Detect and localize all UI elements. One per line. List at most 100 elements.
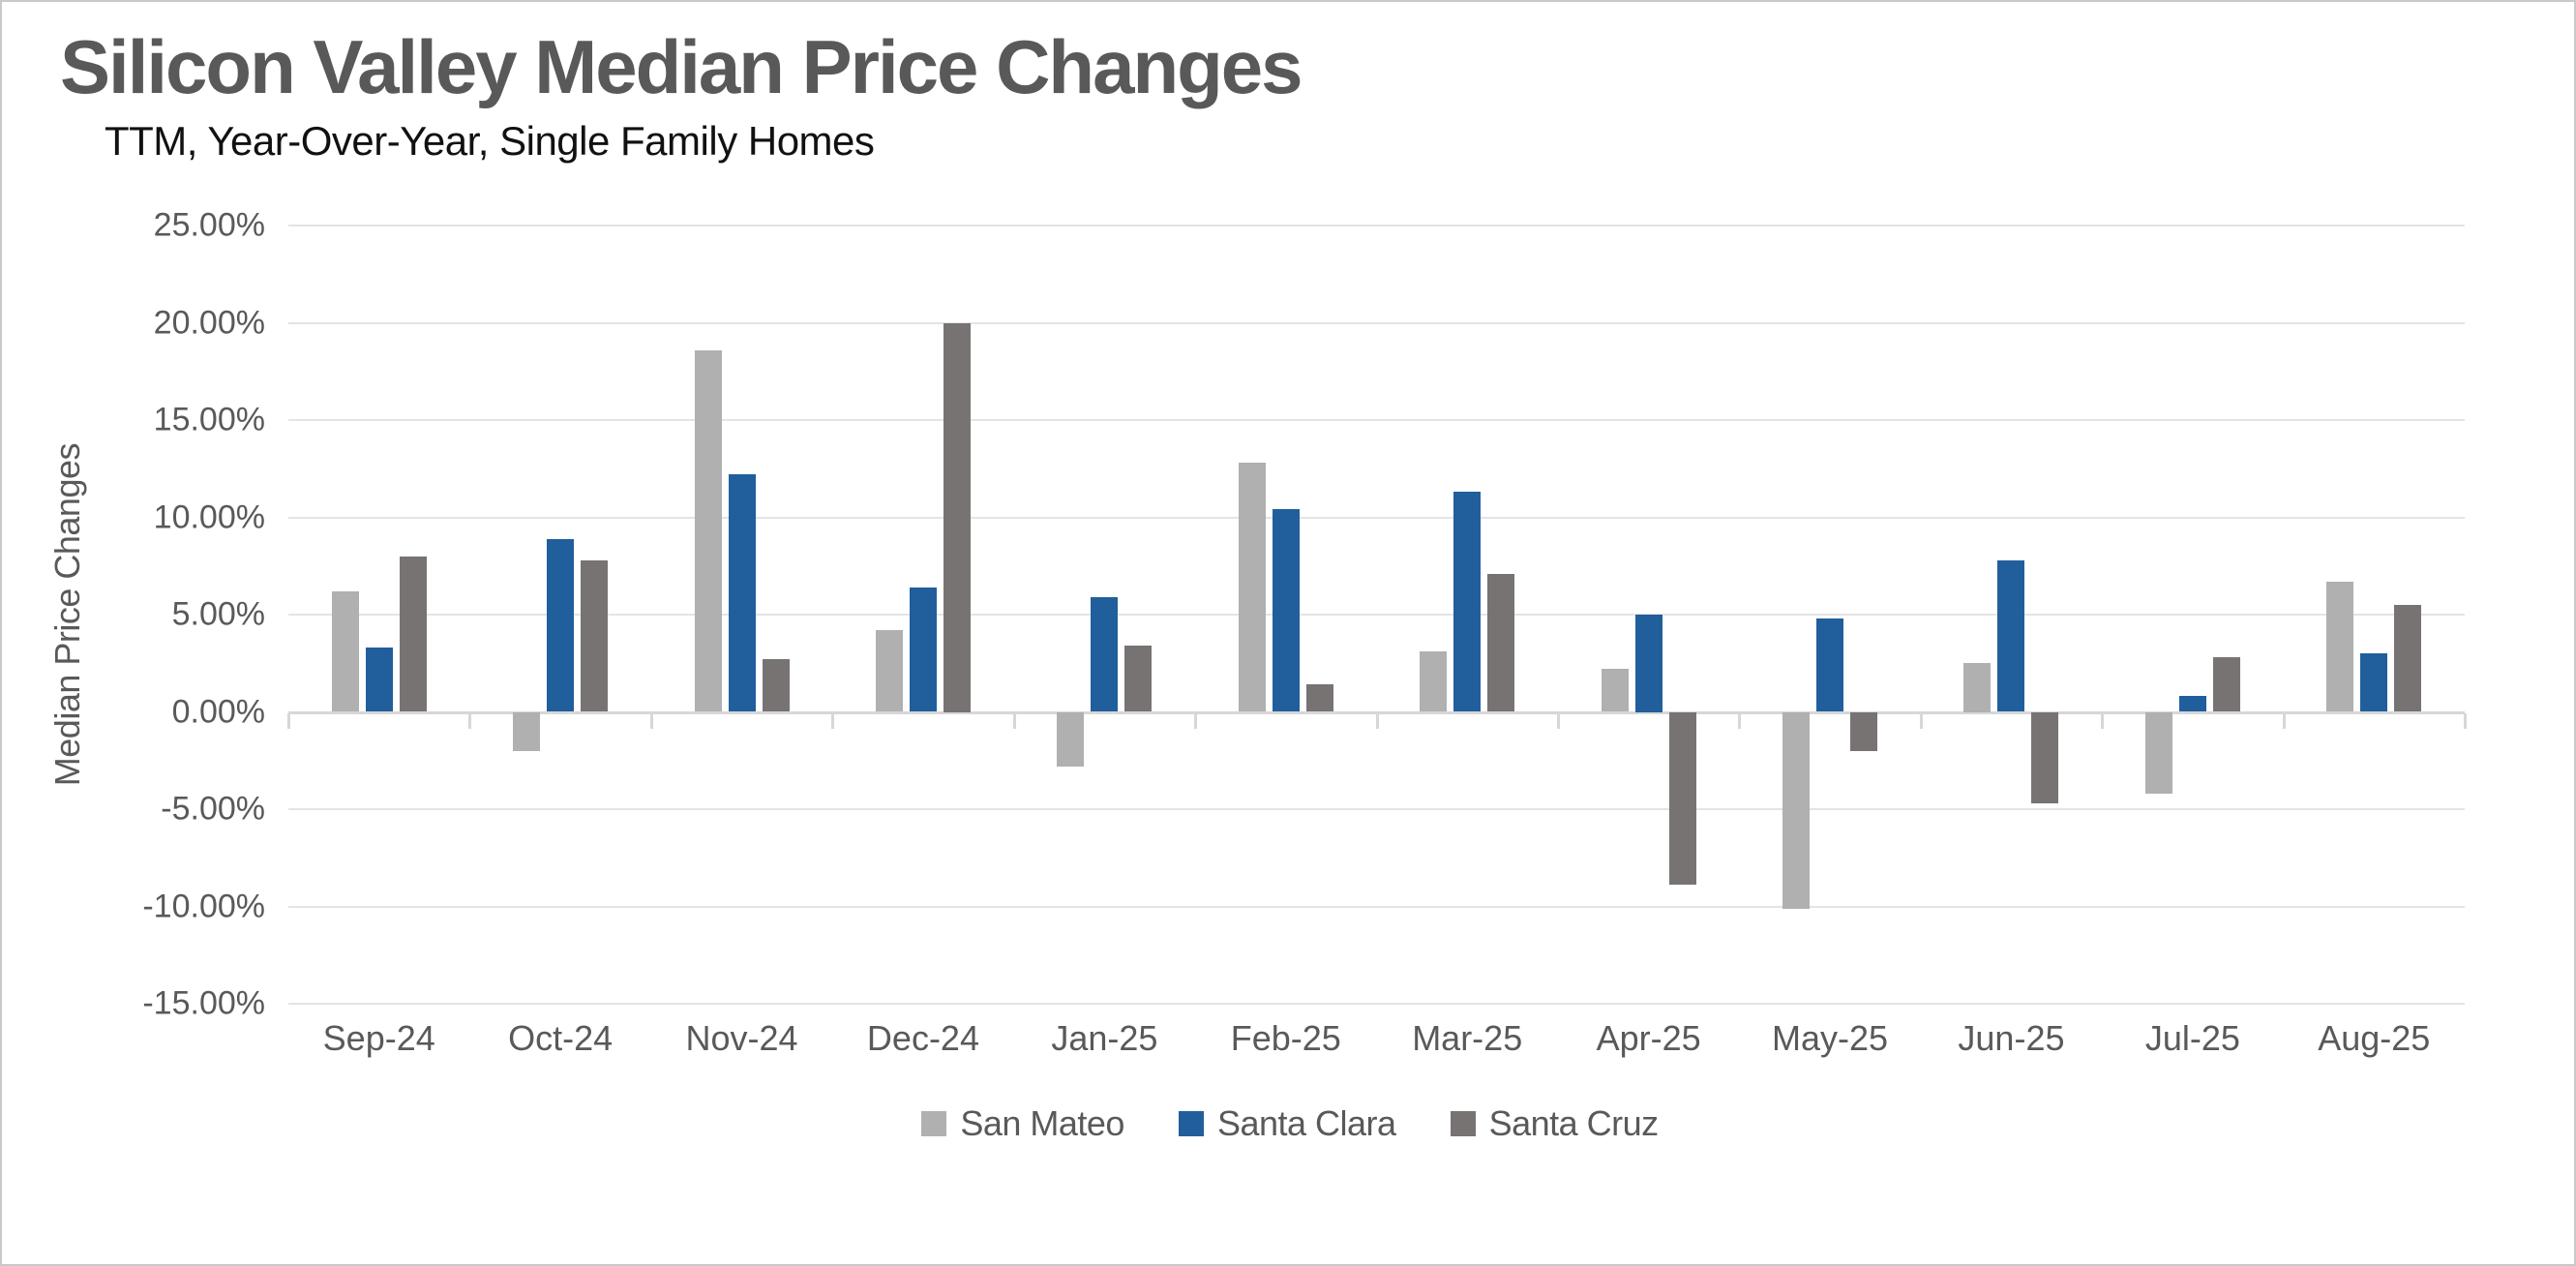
bar-san-mateo-dec-24 bbox=[875, 630, 903, 712]
axis-tick bbox=[2101, 712, 2105, 729]
x-tick-label: Sep-24 bbox=[322, 1018, 435, 1058]
category-group bbox=[1739, 226, 1920, 1004]
y-tick-label: 5.00% bbox=[171, 595, 265, 633]
y-tick-label: 15.00% bbox=[153, 401, 265, 438]
x-tick-label: Jun-25 bbox=[1958, 1018, 2065, 1058]
y-tick-label: 20.00% bbox=[153, 304, 265, 341]
bar-santa-cruz-apr-25 bbox=[1668, 711, 1696, 886]
legend-label: Santa Cruz bbox=[1488, 1103, 1660, 1143]
bar-san-mateo-jul-25 bbox=[2144, 711, 2172, 794]
gridline bbox=[288, 614, 2465, 616]
bar-san-mateo-nov-24 bbox=[694, 349, 722, 712]
gridline bbox=[288, 516, 2465, 519]
category-group bbox=[1558, 226, 1739, 1004]
bar-santa-cruz-oct-24 bbox=[581, 559, 609, 712]
y-tick-label: 25.00% bbox=[153, 206, 265, 244]
gridline bbox=[288, 905, 2465, 908]
category-group bbox=[1195, 226, 1376, 1004]
bar-san-mateo-feb-25 bbox=[1238, 463, 1266, 712]
legend-item-santa-cruz: Santa Cruz bbox=[1450, 1103, 1660, 1144]
bar-santa-cruz-mar-25 bbox=[1487, 573, 1515, 712]
bar-san-mateo-jun-25 bbox=[1963, 663, 1992, 712]
y-tick-label: 10.00% bbox=[153, 498, 265, 535]
x-tick-label: Jul-25 bbox=[2144, 1018, 2240, 1058]
legend-swatch-icon bbox=[1178, 1111, 1204, 1136]
axis-tick bbox=[1919, 712, 1923, 729]
bar-santa-clara-nov-24 bbox=[728, 474, 756, 712]
x-tick-label: Mar-25 bbox=[1412, 1018, 1523, 1058]
axis-tick bbox=[831, 712, 835, 729]
bar-santa-clara-dec-24 bbox=[909, 587, 937, 712]
category-group bbox=[1014, 226, 1195, 1004]
y-tick-label: 0.00% bbox=[171, 693, 265, 730]
bar-san-mateo-aug-25 bbox=[2326, 581, 2354, 712]
plot-area bbox=[287, 225, 2467, 1005]
axis-tick bbox=[1194, 712, 1198, 729]
x-tick-label: Dec-24 bbox=[866, 1018, 979, 1058]
y-tick-label: -10.00% bbox=[142, 888, 265, 924]
bar-santa-cruz-dec-24 bbox=[943, 322, 971, 712]
bar-santa-cruz-jun-25 bbox=[2031, 711, 2059, 803]
gridline bbox=[288, 419, 2465, 421]
category-group bbox=[2284, 226, 2465, 1004]
x-tick-label: Aug-25 bbox=[2318, 1018, 2431, 1058]
gridline bbox=[288, 321, 2465, 324]
x-tick-label: Oct-24 bbox=[508, 1018, 614, 1058]
bar-santa-clara-aug-25 bbox=[2360, 653, 2388, 712]
bar-san-mateo-apr-25 bbox=[1601, 669, 1629, 712]
y-tick-label: -5.00% bbox=[161, 790, 265, 828]
bar-santa-cruz-may-25 bbox=[1850, 711, 1878, 751]
chart-title: Silicon Valley Median Price Changes bbox=[60, 24, 1303, 109]
bar-santa-cruz-feb-25 bbox=[1305, 684, 1333, 712]
bar-santa-clara-sep-24 bbox=[365, 648, 393, 712]
category-group bbox=[1377, 226, 1558, 1004]
legend-label: San Mateo bbox=[960, 1103, 1124, 1143]
bar-santa-cruz-aug-25 bbox=[2394, 604, 2422, 712]
bar-santa-clara-oct-24 bbox=[547, 538, 575, 712]
chart-subtitle: TTM, Year-Over-Year, Single Family Homes bbox=[105, 118, 875, 164]
gridline bbox=[288, 225, 2465, 226]
bar-santa-clara-may-25 bbox=[1816, 618, 1844, 712]
x-tick-label: Jan-25 bbox=[1051, 1018, 1158, 1058]
bar-san-mateo-may-25 bbox=[1782, 711, 1811, 909]
category-group bbox=[288, 226, 469, 1004]
category-group bbox=[1921, 226, 2102, 1004]
axis-tick bbox=[1012, 712, 1016, 729]
legend: San Mateo Santa Clara Santa Cruz bbox=[2, 1103, 2576, 1144]
bar-santa-clara-jul-25 bbox=[2178, 696, 2206, 712]
category-group bbox=[832, 226, 1013, 1004]
axis-tick bbox=[1556, 712, 1560, 729]
x-tick-label: May-25 bbox=[1772, 1018, 1889, 1058]
category-group bbox=[2102, 226, 2283, 1004]
bar-san-mateo-oct-24 bbox=[513, 711, 541, 751]
bar-santa-clara-jan-25 bbox=[1091, 596, 1119, 712]
x-axis-line bbox=[288, 710, 2465, 714]
x-tick-label: Feb-25 bbox=[1230, 1018, 1341, 1058]
bar-santa-clara-mar-25 bbox=[1453, 492, 1482, 712]
bar-san-mateo-sep-24 bbox=[331, 590, 359, 712]
x-axis-labels: Sep-24 Oct-24 Nov-24 Dec-24 Jan-25 Feb-25 Mar-… bbox=[288, 1018, 2465, 1067]
gridline bbox=[288, 808, 2465, 810]
bar-san-mateo-mar-25 bbox=[1420, 651, 1448, 712]
legend-swatch-icon bbox=[1450, 1111, 1476, 1136]
axis-tick bbox=[287, 712, 290, 729]
bar-santa-clara-jun-25 bbox=[1997, 559, 2025, 712]
gridline bbox=[288, 1003, 2465, 1005]
x-tick-label: Apr-25 bbox=[1596, 1018, 1701, 1058]
legend-swatch-icon bbox=[921, 1111, 947, 1136]
legend-item-santa-clara: Santa Clara bbox=[1178, 1103, 1396, 1144]
bar-santa-clara-apr-25 bbox=[1634, 615, 1662, 712]
axis-tick bbox=[649, 712, 653, 729]
bar-santa-cruz-nov-24 bbox=[762, 659, 790, 712]
legend-item-san-mateo: San Mateo bbox=[921, 1103, 1124, 1144]
bar-san-mateo-jan-25 bbox=[1057, 711, 1085, 767]
axis-tick bbox=[1738, 712, 1742, 729]
y-axis-tick-labels: 25.00% 20.00% 15.00% 10.00% 5.00% 0.00% -5.00%… bbox=[2, 207, 265, 1022]
axis-tick bbox=[2464, 712, 2467, 729]
legend-label: Santa Clara bbox=[1216, 1103, 1396, 1143]
axis-tick bbox=[2282, 712, 2286, 729]
axis-tick bbox=[468, 712, 472, 729]
bar-santa-clara-feb-25 bbox=[1272, 509, 1300, 712]
y-tick-label: -15.00% bbox=[142, 984, 265, 1022]
